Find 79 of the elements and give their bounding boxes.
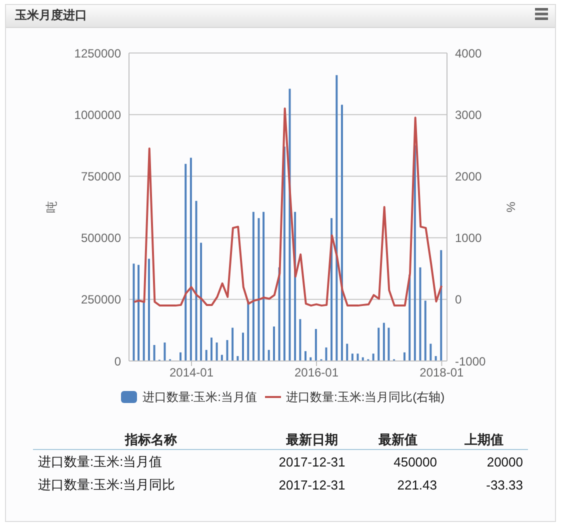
y-tick-label: 1250000 <box>74 46 122 60</box>
bar <box>252 212 254 361</box>
bar <box>205 350 208 361</box>
bar <box>304 351 306 361</box>
y2-tick-label: 2000 <box>455 169 482 184</box>
text: 2017-12-31 <box>278 454 346 470</box>
bar <box>340 104 343 361</box>
bar <box>351 354 354 361</box>
bar <box>403 352 406 361</box>
bar <box>190 158 192 361</box>
bar <box>148 258 150 361</box>
bar <box>434 356 437 361</box>
x-tick-label: 2016-01 <box>294 366 339 380</box>
y2-tick-label: 1000 <box>455 231 482 246</box>
x-tick-label: 2018-01 <box>420 366 464 380</box>
bar <box>272 326 275 361</box>
bar <box>419 267 422 361</box>
bar <box>346 344 348 361</box>
text: 最新值 <box>378 431 418 449</box>
bar <box>200 242 202 361</box>
y-tick-label: 0 <box>114 354 122 368</box>
bar <box>184 164 187 361</box>
bar <box>236 356 239 361</box>
text: -33.33 <box>486 478 523 492</box>
y-tick-label: 750000 <box>80 169 122 184</box>
bar <box>414 145 416 361</box>
bar <box>220 354 223 361</box>
y2-tick-label: 0 <box>455 292 462 307</box>
y-tick-label: 250000 <box>80 292 122 307</box>
y2-tick-label: -1000 <box>455 354 486 368</box>
text: 最新日期 <box>286 431 338 449</box>
bar <box>232 328 234 361</box>
text: 221.43 <box>397 478 437 492</box>
bar <box>336 75 338 361</box>
text: 2017-12-31 <box>278 478 346 492</box>
bar <box>430 344 432 361</box>
legend-label: 进口数量:玉米:当月同比(右轴) <box>286 388 445 406</box>
bar <box>153 344 156 361</box>
text: 进口数量:玉米:当月值 <box>38 453 162 471</box>
bar <box>378 328 380 361</box>
text: 进口数量:玉米:当月同比 <box>38 476 176 494</box>
bar <box>268 350 270 361</box>
y-tick-label: 500000 <box>80 231 122 246</box>
bar <box>372 354 374 361</box>
bar <box>195 200 198 361</box>
legend-label: 进口数量:玉米:当月值 <box>142 388 257 406</box>
text: 上期值 <box>464 431 504 449</box>
bar <box>242 332 244 361</box>
text: 20000 <box>486 454 523 470</box>
bar <box>142 302 145 361</box>
bar <box>440 250 442 361</box>
bar <box>325 347 328 361</box>
bar <box>226 340 228 361</box>
y-tick-label: 1000000 <box>74 108 122 122</box>
text: 指标名称 <box>125 431 177 449</box>
bar <box>164 342 166 361</box>
bar <box>382 322 385 361</box>
chart-title: 玉米月度进口 <box>15 8 87 23</box>
bar <box>388 328 390 361</box>
bar <box>179 352 182 361</box>
bar <box>210 338 212 361</box>
text: 450000 <box>394 454 437 470</box>
x-tick-label: 2014-01 <box>169 366 214 380</box>
bar <box>216 342 218 361</box>
bar <box>424 300 426 361</box>
bar <box>299 319 302 361</box>
bar <box>356 354 359 361</box>
y2-tick-label: 3000 <box>455 108 482 122</box>
bar <box>283 146 286 361</box>
y2-axis-title: % <box>504 202 518 212</box>
bar <box>258 218 260 361</box>
bar <box>262 212 265 361</box>
y-axis-title: 吨 <box>44 201 60 213</box>
bar <box>314 328 317 361</box>
y2-tick-label: 4000 <box>455 46 482 60</box>
bar <box>138 264 140 361</box>
line-series <box>133 107 443 307</box>
bar <box>247 300 250 361</box>
bar <box>132 264 135 361</box>
